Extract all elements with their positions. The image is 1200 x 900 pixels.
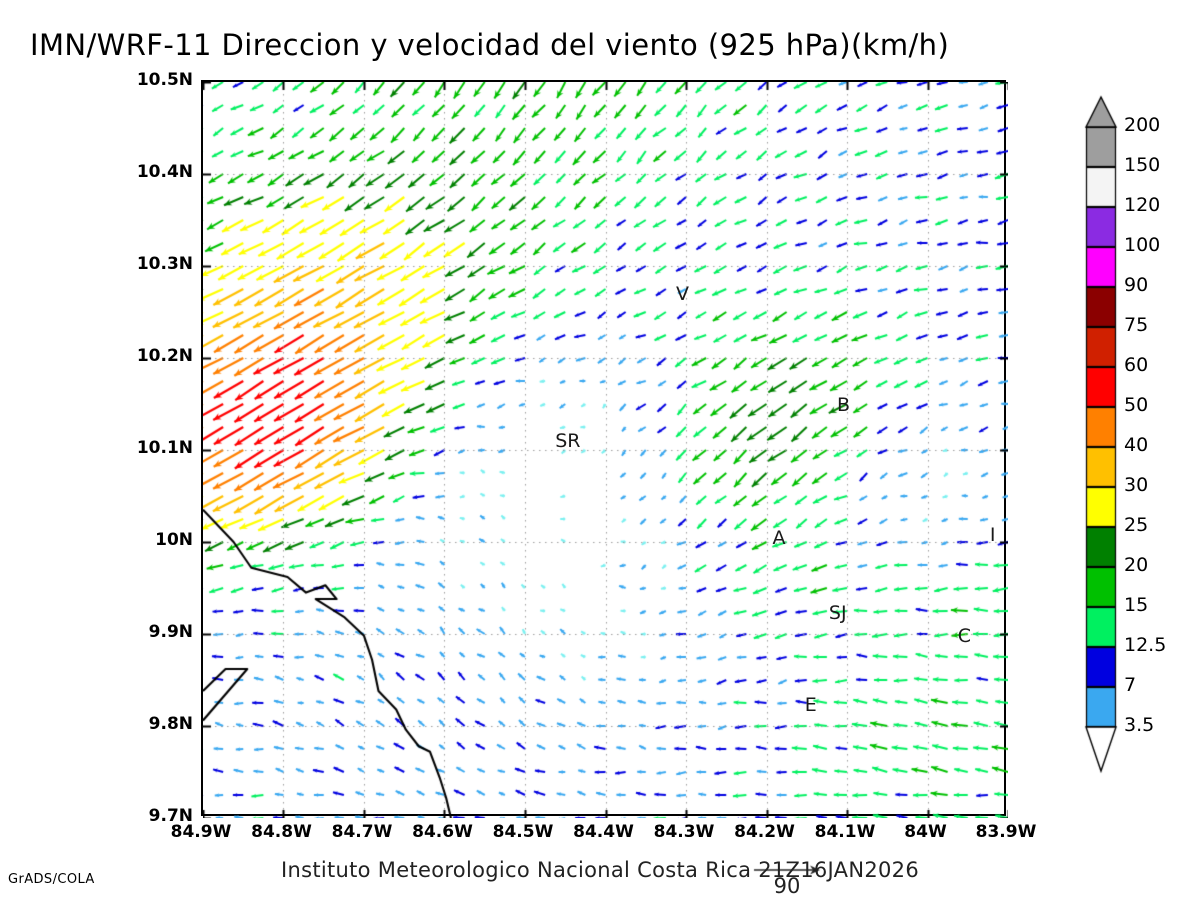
colorbar-tick-label: 150	[1124, 154, 1161, 176]
colorbar-tick-label: 90	[1124, 274, 1149, 296]
y-axis-tick-label: 10.1N	[136, 438, 193, 458]
colorbar-tick-label: 50	[1124, 394, 1149, 416]
x-axis-tick-label: 83.9W	[975, 822, 1037, 842]
plot-area[interactable]	[201, 80, 1008, 818]
x-axis-tick-label: 84.2W	[734, 822, 795, 842]
colorbar-tick-label: 12.5	[1124, 634, 1167, 656]
colorbar-tick-label: 15	[1124, 594, 1149, 616]
colorbar-tick-label: 200	[1124, 114, 1161, 136]
colorbar-swatches	[1082, 95, 1200, 825]
x-axis-tick-label: 84.1W	[814, 822, 876, 842]
reference-vector-label: 90	[773, 874, 801, 898]
y-axis-tick-label: 10.4N	[136, 162, 193, 182]
y-axis-tick-label: 9.9N	[148, 622, 193, 642]
y-axis-tick-label: 10N	[155, 530, 193, 550]
colorbar-tick-label: 7	[1124, 674, 1137, 696]
colorbar-tick-label: 75	[1124, 314, 1149, 336]
x-axis-tick-label: 84.5W	[492, 822, 554, 842]
colorbar-tick-label: 100	[1124, 234, 1161, 256]
colorbar-tick-label: 60	[1124, 354, 1149, 376]
x-axis-tick-label: 84.3W	[653, 822, 715, 842]
x-axis-tick-label: 84.4W	[573, 822, 634, 842]
x-axis-tick-label: 84.7W	[331, 822, 393, 842]
y-axis-tick-label: 10.5N	[136, 70, 193, 90]
page-title: IMN/WRF-11 Direccion y velocidad del vie…	[30, 28, 950, 62]
y-axis-tick-label: 10.3N	[136, 254, 193, 274]
x-axis-tick-label: 84.8W	[251, 822, 312, 842]
y-axis-tick-label: 9.8N	[148, 714, 193, 734]
x-axis-tick-label: 84.9W	[170, 822, 232, 842]
colorbar-tick-label: 30	[1124, 474, 1149, 496]
y-axis-tick-label: 9.7N	[148, 806, 193, 826]
colorbar-tick-label: 25	[1124, 514, 1149, 536]
colorbar[interactable]: 200 150 120 100 90 75 60 50 40 30 25 20 15 12.5 7 3.5	[1082, 95, 1200, 825]
y-axis-tick-label: 10.2N	[136, 346, 193, 366]
colorbar-tick-label: 40	[1124, 434, 1149, 456]
colorbar-tick-label: 20	[1124, 554, 1149, 576]
reference-vector-arrow	[750, 860, 830, 880]
x-axis-tick-label: 84.6W	[412, 822, 473, 842]
x-axis-tick-label: 84W	[904, 822, 947, 842]
grads-credit: GrADS/COLA	[8, 872, 95, 887]
colorbar-tick-label: 120	[1124, 194, 1161, 216]
caption: Instituto Meteorologico Nacional Costa R…	[280, 858, 919, 882]
coastline-overlay	[203, 82, 1008, 818]
colorbar-tick-label: 3.5	[1124, 714, 1155, 736]
